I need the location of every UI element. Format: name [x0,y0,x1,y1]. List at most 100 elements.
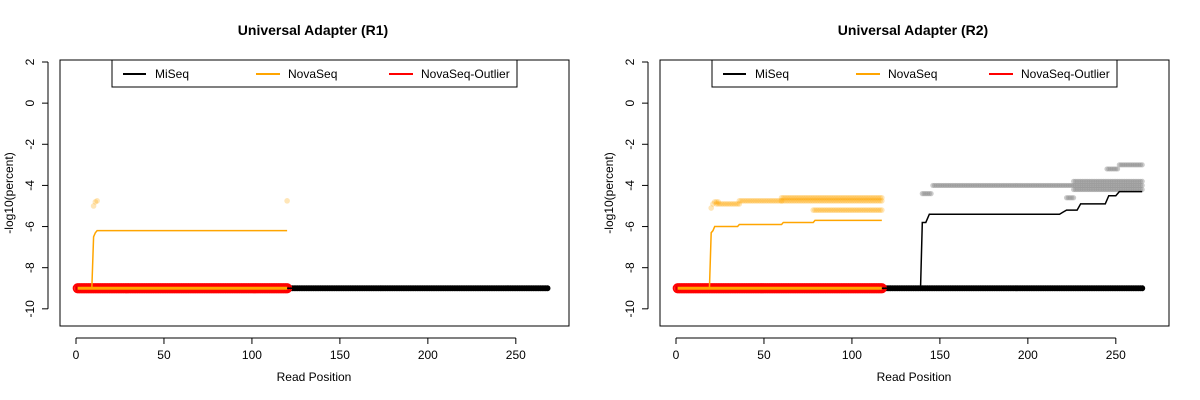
point-miseq [1076,178,1082,184]
point-miseq [1114,186,1121,193]
point-novaseq [879,207,885,213]
point-novaseq [854,198,861,204]
point-miseq [1139,186,1145,193]
point-novaseq [877,198,883,204]
point-miseq [1086,186,1093,193]
point-miseq [1025,182,1031,189]
point-novaseq [708,205,714,211]
point-novaseq [861,207,868,213]
point-novaseq [762,198,769,204]
point-novaseq [769,198,776,204]
point-novaseq [803,194,809,201]
point-miseq [965,182,971,189]
point-miseq [981,182,987,189]
point-miseq [1078,186,1084,193]
point-miseq [1122,162,1128,168]
point-miseq [1111,178,1117,184]
point-novaseq [877,207,883,213]
point-novaseq [715,199,722,205]
point-novaseq [852,207,859,213]
y-tick-label: -10 [23,300,37,318]
point-novaseq [824,198,831,204]
legend-label-miseq: MiSeq [755,67,789,81]
point-miseq [1070,182,1077,189]
point-miseq [1099,178,1105,184]
point-novaseq [808,198,815,204]
legend-label-novaseq-outlier: NovaSeq-Outlier [1021,67,1110,81]
point-miseq [1132,162,1138,168]
point-novaseq [843,194,850,201]
point-miseq [1005,182,1012,189]
point-miseq [1123,162,1129,168]
point-novaseq [820,207,827,213]
point-miseq [1072,182,1078,189]
y-tick-label: 2 [23,58,37,65]
point-novaseq [873,194,880,201]
point-novaseq [871,198,878,204]
point-miseq [1093,182,1100,189]
point-novaseq [861,194,868,201]
point-novaseq [831,207,838,213]
point-miseq [1037,182,1043,189]
point-novaseq [861,198,868,204]
point-miseq [1093,178,1100,184]
point-miseq [1130,178,1137,184]
point-novaseq [90,203,97,209]
point-novaseq [761,198,767,204]
point-miseq [998,182,1005,189]
x-tick-label: 50 [757,348,771,362]
point-novaseq [812,207,818,213]
point-novaseq [879,194,885,201]
point-miseq [1090,182,1096,189]
point-miseq [928,191,934,197]
point-novaseq [798,194,804,201]
point-novaseq [789,194,795,201]
point-miseq [1018,182,1024,189]
point-novaseq [780,198,787,204]
point-novaseq [857,198,864,204]
point-miseq [986,182,992,189]
point-miseq [1104,166,1110,172]
point-novaseq [798,198,804,204]
x-tick-label: 250 [506,348,526,362]
point-miseq [1074,182,1080,189]
point-miseq [1127,162,1133,168]
legend-box [111,59,518,88]
point-novaseq [820,198,827,204]
point-novaseq [824,207,831,213]
chart-title: Universal Adapter (R2) [838,22,988,38]
point-miseq [1100,182,1107,189]
point-miseq [1093,186,1100,193]
point-miseq [1055,182,1061,189]
point-novaseq [856,194,862,201]
point-miseq [1090,178,1096,184]
point-novaseq [787,194,794,201]
point-miseq [968,182,975,189]
point-novaseq [718,201,725,207]
point-novaseq [757,198,764,204]
point-novaseq [775,198,781,204]
point-novaseq [852,198,859,204]
point-miseq [1090,186,1096,193]
point-miseq [970,182,976,189]
point-miseq [1060,182,1066,189]
point-novaseq [710,201,716,207]
point-miseq [1097,182,1103,189]
point-miseq [1134,178,1140,184]
point-miseq [1067,182,1073,189]
y-axis: 2 0 -2 -4 -6 -8 -10 [623,58,649,318]
x-tick-label: 100 [842,348,862,362]
point-novaseq [842,198,848,204]
point-novaseq [836,194,843,201]
point-miseq [1069,195,1075,201]
point-miseq [1109,182,1115,189]
point-novaseq [715,201,722,207]
point-miseq [1120,186,1126,193]
point-miseq [1129,186,1135,193]
x-tick-label: 250 [1106,348,1126,362]
point-miseq [1097,178,1103,184]
point-miseq [954,182,961,189]
point-miseq [1111,166,1117,172]
x-tick-label: 150 [330,348,350,362]
point-miseq [1132,186,1138,193]
